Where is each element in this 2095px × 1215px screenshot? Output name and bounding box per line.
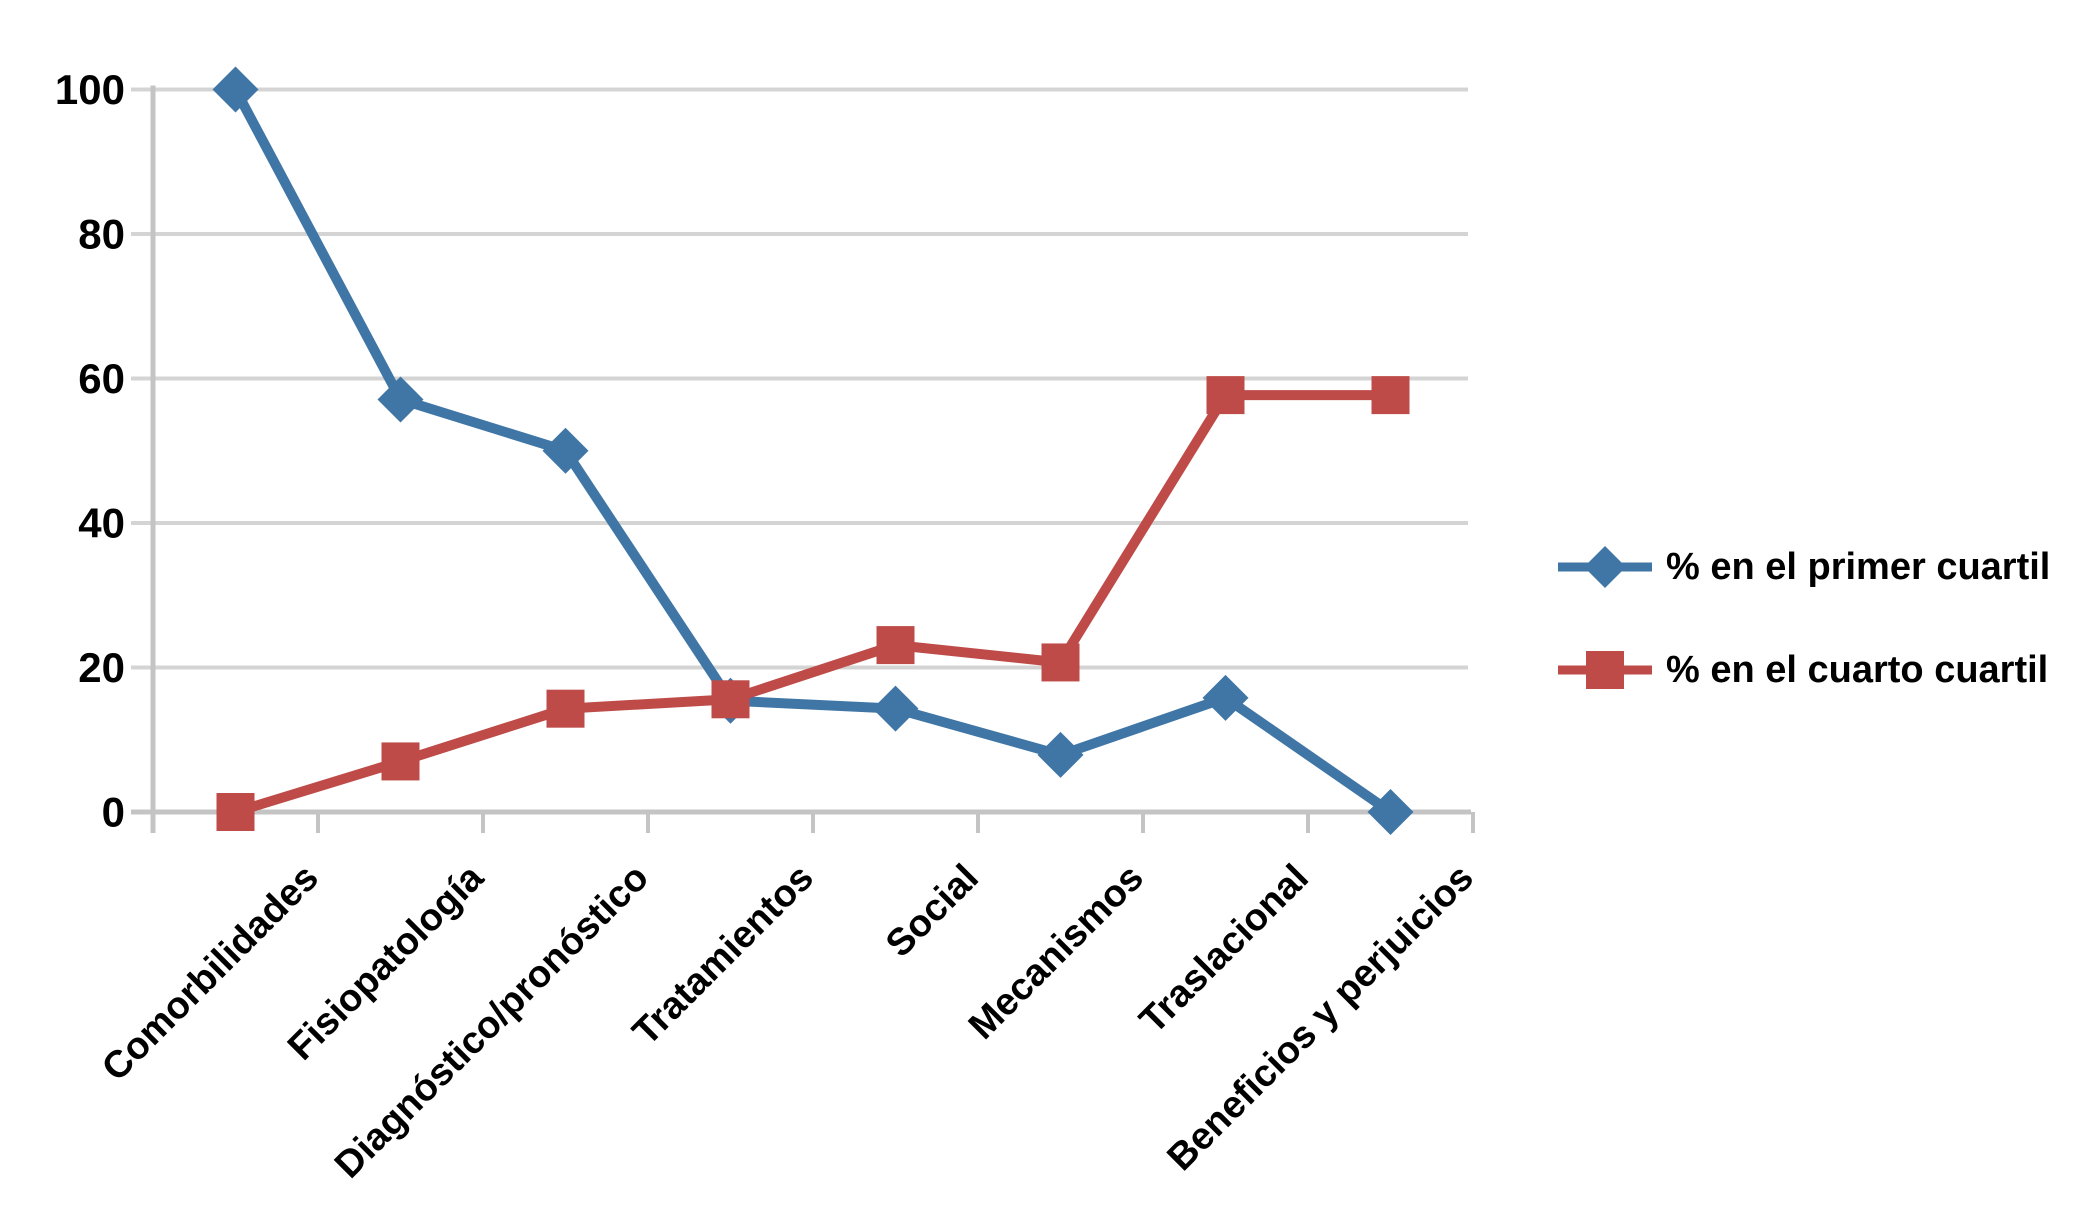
data-point-marker — [381, 742, 420, 781]
y-axis-tick-label: 60 — [78, 355, 125, 402]
x-axis-category-label: Diagnóstico/pronóstico — [327, 857, 657, 1187]
legend-diamond-icon — [1584, 546, 1626, 588]
data-point-marker — [1041, 643, 1080, 682]
y-axis-tick-label: 40 — [78, 500, 125, 547]
data-point-marker — [1206, 376, 1245, 415]
data-point-marker — [711, 680, 750, 719]
series-line-cuarto-cuartil — [234, 390, 1391, 817]
legend-item: % en el primer cuartil — [1558, 546, 2050, 588]
data-point-marker — [876, 626, 915, 665]
data-point-marker — [542, 427, 589, 474]
data-point-marker — [377, 376, 424, 423]
data-point-marker — [546, 689, 585, 728]
legend-square-icon — [1586, 651, 1624, 689]
x-axis-category-label: Traslacional — [1132, 857, 1317, 1042]
x-axis-category-label: Social — [878, 857, 987, 966]
series-line-primer-cuartil — [231, 87, 1394, 817]
data-point-marker — [212, 66, 259, 113]
y-axis-tick-label: 0 — [102, 789, 125, 836]
data-point-marker — [1202, 674, 1249, 721]
data-point-marker — [216, 793, 255, 831]
legend-item: % en el cuarto cuartil — [1558, 649, 2048, 691]
legend-label: % en el primer cuartil — [1666, 546, 2050, 588]
x-axis-category-label: Comorbilidades — [94, 857, 327, 1090]
y-axis-tick-label: 80 — [78, 211, 125, 258]
data-point-marker — [1037, 731, 1084, 778]
legend-label: % en el cuarto cuartil — [1666, 649, 2048, 691]
data-point-marker — [872, 685, 919, 732]
x-axis-category-label: Beneficios y perjuicios — [1159, 857, 1481, 1179]
y-axis-tick-label: 100 — [55, 66, 125, 113]
y-axis-tick-label: 20 — [78, 644, 125, 691]
data-point-marker — [1371, 376, 1410, 415]
data-point-marker — [1367, 789, 1414, 835]
x-axis-category-label: Mecanismos — [961, 857, 1152, 1048]
